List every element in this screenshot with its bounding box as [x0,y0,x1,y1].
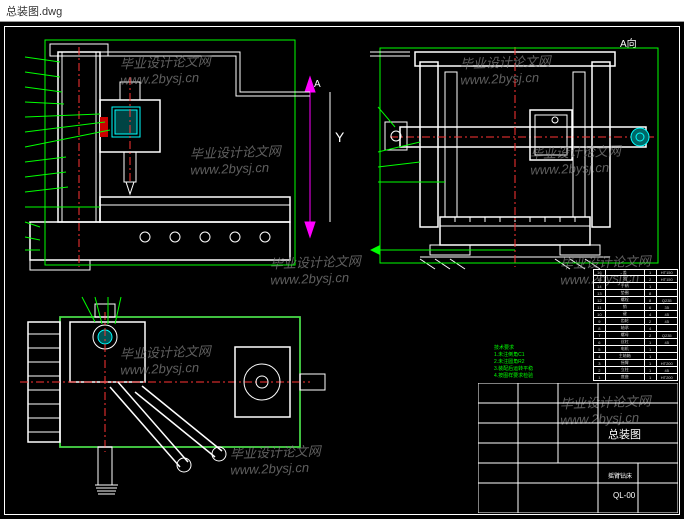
parts-row: 7螺母2Q235 [593,332,678,339]
svg-text:A: A [314,79,321,90]
parts-row: 12螺栓8Q235 [593,297,678,304]
title-block: 总装图 QL-00 摇臂钻床 [478,383,678,513]
tech-title: 技术要求 [494,344,574,351]
parts-row: 8轴承4 [593,325,678,332]
parts-row: 10键445 [593,311,678,318]
drawing-name-text: 总装图 [608,427,641,441]
top-view [20,297,325,494]
parts-row: 14手柄1 [593,283,678,290]
svg-text:摇臂钻床: 摇臂钻床 [608,472,632,480]
parts-row: 3摇臂1HT200 [593,360,678,367]
parts-row: 15套2HT150 [593,276,678,283]
cad-canvas[interactable]: A Y A向 [0,22,684,519]
parts-list: 16盖1HT15015套2HT15014手柄113垫圈812螺栓8Q23511销… [593,269,678,381]
parts-row: 5电机1 [593,346,678,353]
parts-row: 11销635 [593,304,678,311]
parts-row: 2立柱145 [593,367,678,374]
parts-row: 16盖1HT150 [593,269,678,276]
drawing-no-text: QL-00 [613,491,636,500]
parts-row: 1底座1HT200 [593,374,678,381]
titlebar: 总装图.dwg [0,0,684,22]
side-view: A向 [370,37,658,269]
tech-requirements: 技术要求 1.未注倒角C1 2.未注圆角R2 3.装配后运转平稳 4.按图样要求… [494,344,574,379]
parts-row: 4主轴箱1 [593,353,678,360]
file-name: 总装图.dwg [6,3,62,19]
front-view: A Y [25,40,345,270]
svg-text:Y: Y [335,129,345,145]
parts-row: 6丝杠145 [593,339,678,346]
parts-row: 9齿轮245 [593,318,678,325]
parts-row: 13垫圈8 [593,290,678,297]
